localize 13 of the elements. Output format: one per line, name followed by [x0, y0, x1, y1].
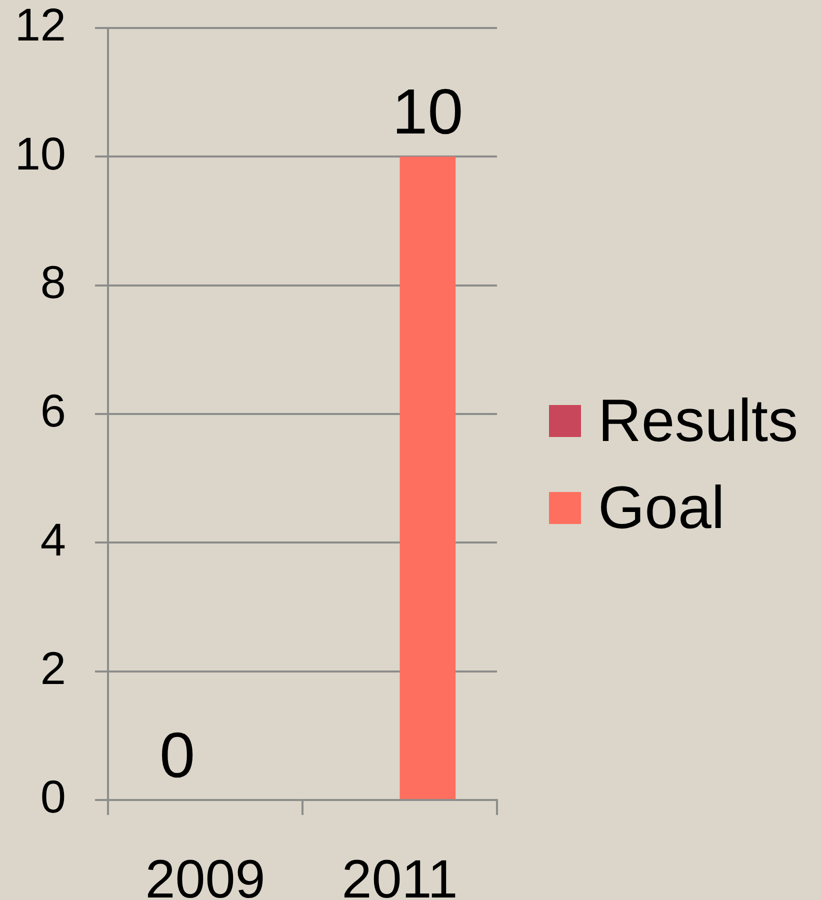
x-tick-label: 2011 — [342, 849, 458, 900]
y-tick-label: 2 — [40, 642, 66, 694]
legend-label: Goal — [598, 474, 725, 540]
y-tick-label: 0 — [40, 770, 66, 823]
data-label: 0 — [160, 719, 196, 791]
y-tick-label: 4 — [40, 513, 66, 566]
legend-label: Results — [598, 386, 798, 454]
y-tick-label: 6 — [40, 384, 66, 437]
y-tick-label: 12 — [14, 0, 66, 51]
y-tick-label: 8 — [40, 256, 66, 308]
x-tick-label: 2009 — [145, 849, 266, 900]
y-tick-label: 10 — [14, 127, 66, 180]
data-label: 10 — [392, 76, 464, 148]
